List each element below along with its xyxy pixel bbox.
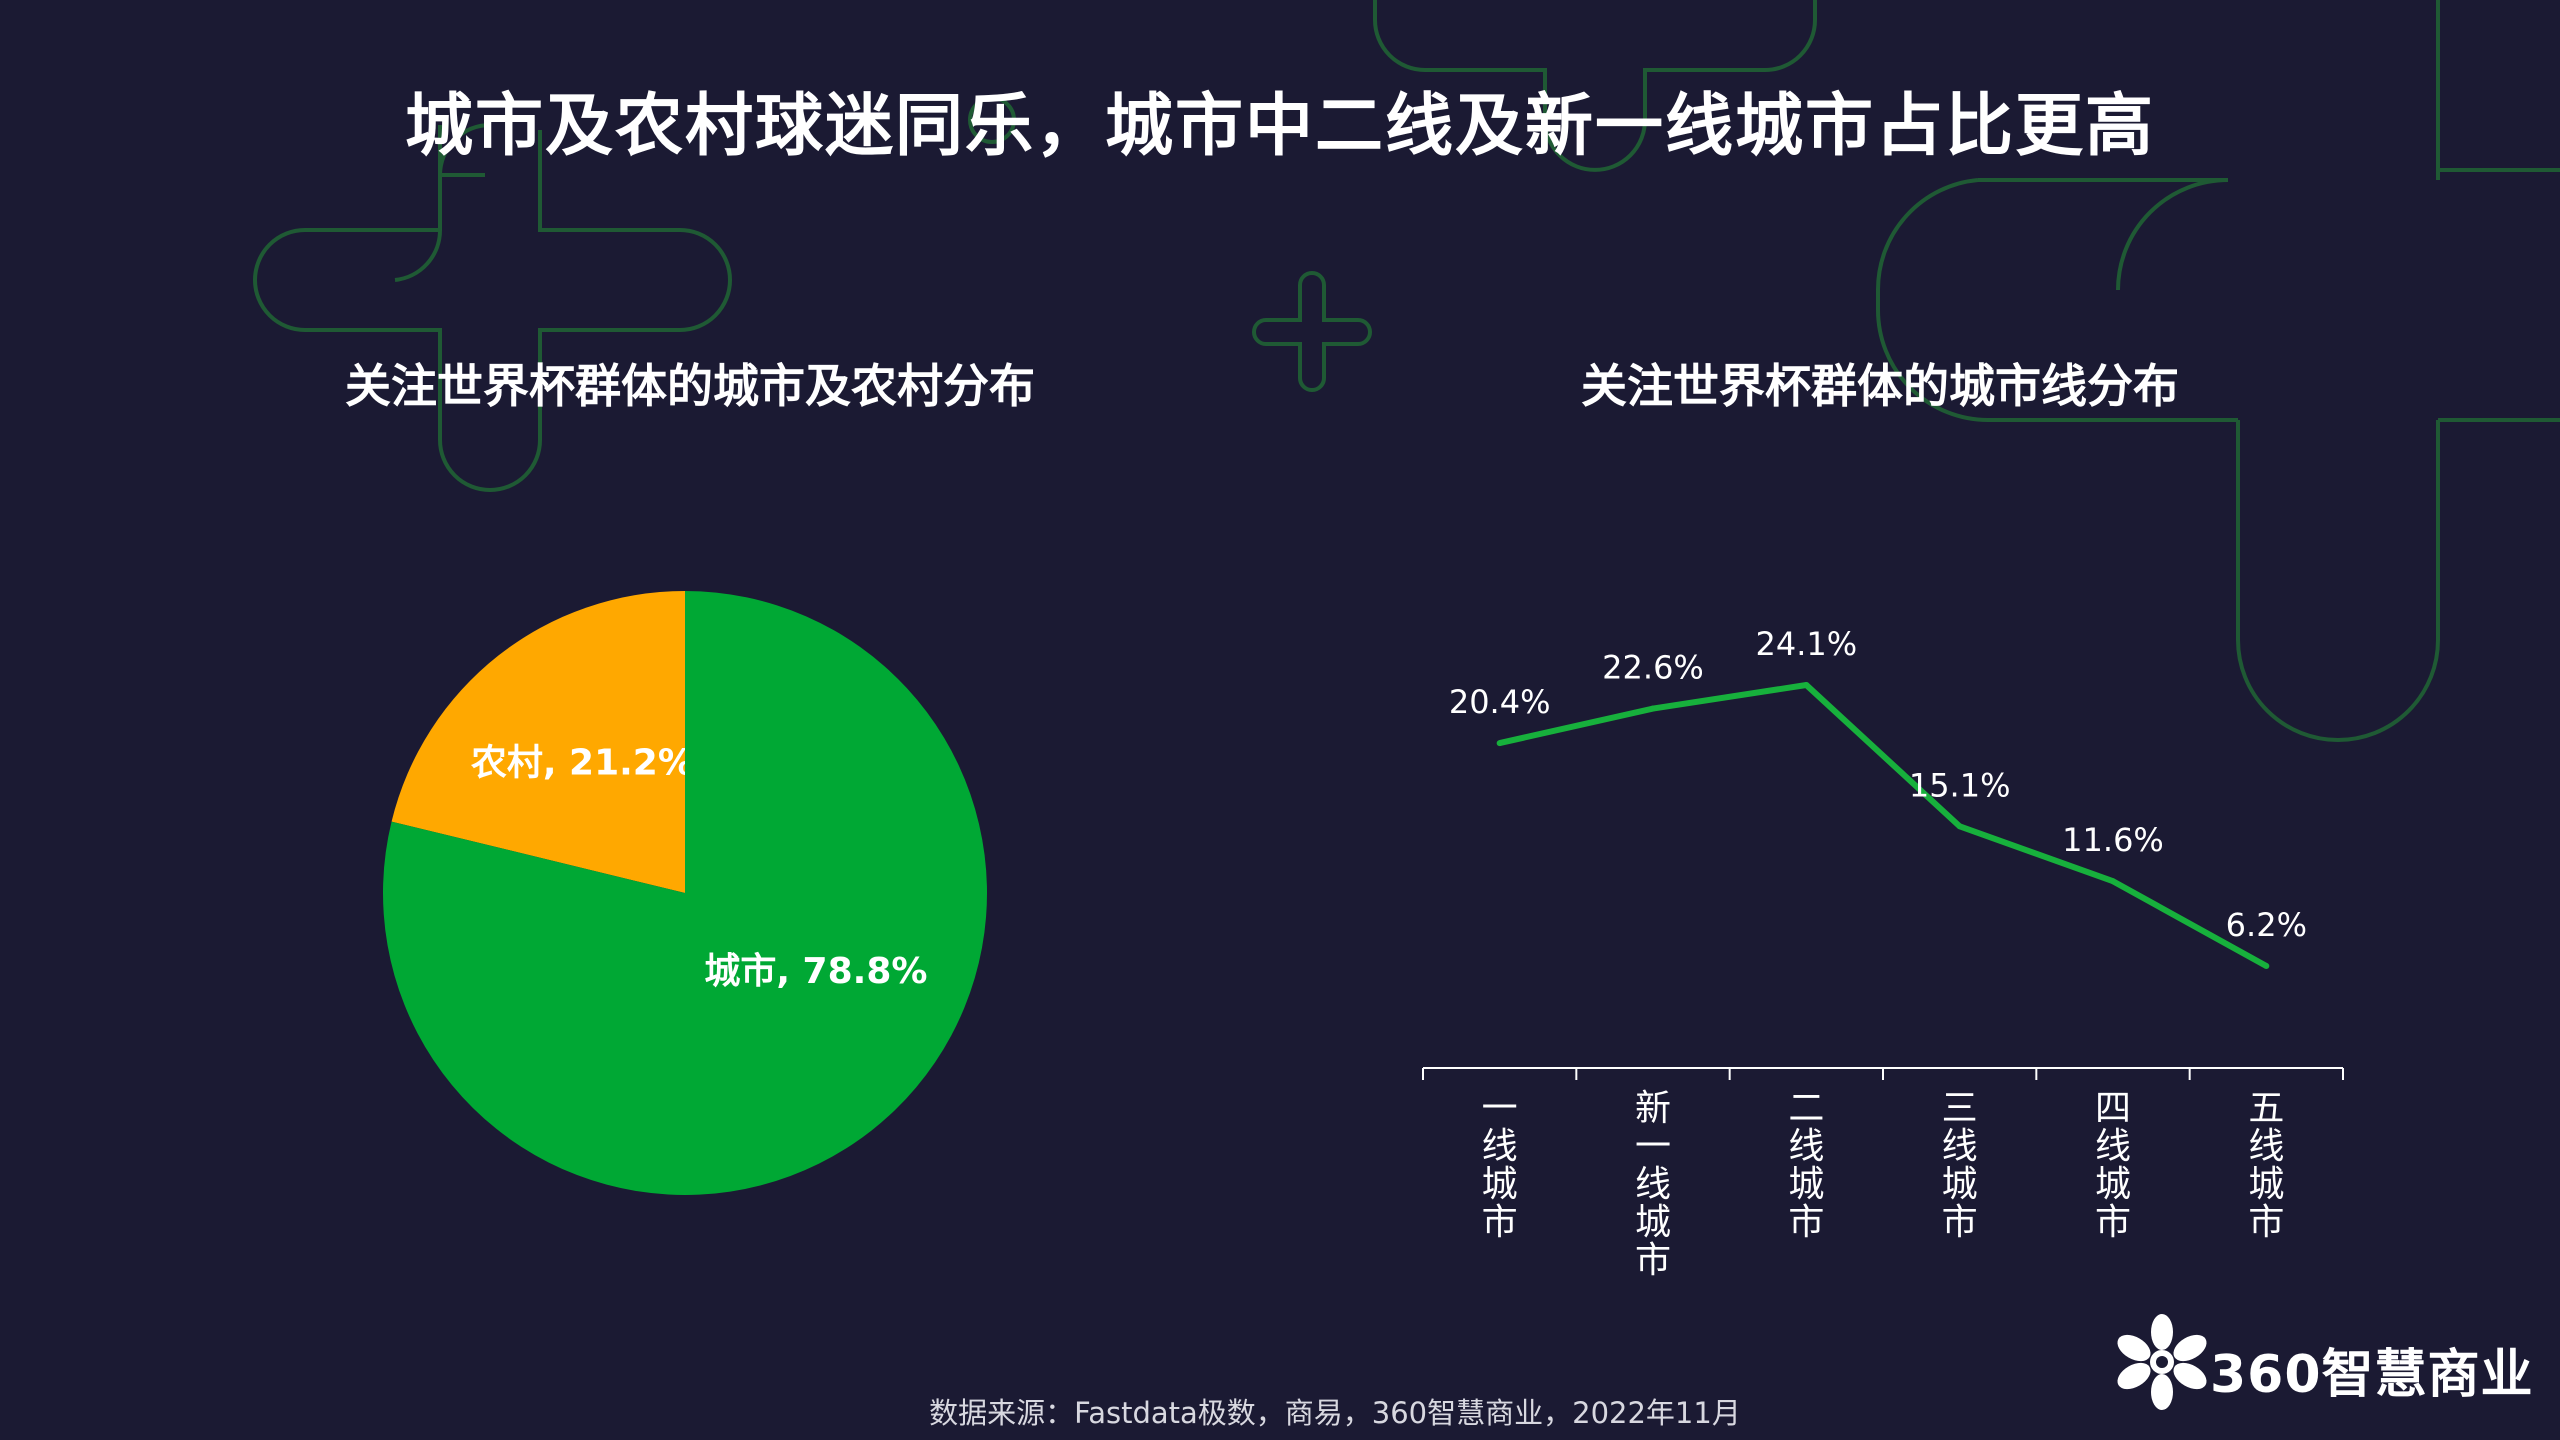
data-source-note: 数据来源：Fastdata极数，商易，360智慧商业，2022年11月 (929, 1396, 1741, 1430)
data-point (1956, 823, 1963, 830)
flower-logo-icon (2117, 1314, 2207, 1410)
brand-logo: 360智慧商业 (2112, 1312, 2542, 1412)
data-label: 11.6% (2062, 821, 2164, 859)
pie-slice-label-rural: 农村, 21.2% (471, 742, 694, 783)
arc-top-center (1373, 0, 1817, 172)
pie-slice-city (383, 591, 988, 1195)
data-label: 15.1% (1909, 766, 2011, 804)
data-point (1803, 682, 1810, 688)
x-axis-category-label: 新一线城市 (1634, 1088, 1671, 1281)
line-far-right (2436, 0, 2560, 172)
pie-slice-label-city: 城市, 78.8% (704, 951, 927, 992)
x-axis-category-label: 五线城市 (2248, 1088, 2285, 1243)
data-label: 22.6% (1602, 649, 1704, 687)
data-label: 20.4% (1449, 683, 1551, 721)
pie-chart-title: 关注世界杯群体的城市及农村分布 (345, 359, 1035, 413)
page-title: 城市及农村球迷同乐，城市中二线及新一线城市占比更高 (404, 87, 2155, 166)
data-point (1650, 705, 1656, 712)
series-line (1499, 682, 2268, 969)
data-point (2263, 963, 2270, 969)
data-point (1496, 740, 1503, 747)
data-label: 6.2% (2226, 906, 2307, 944)
x-axis-category-label: 三线城市 (1941, 1088, 1978, 1243)
line-chart-title: 关注世界杯群体的城市线分布 (1581, 359, 2179, 413)
pie-slice-rural (391, 591, 685, 893)
data-label: 24.1% (1756, 625, 1858, 663)
x-axis-category-label: 二线城市 (1788, 1088, 1825, 1243)
plus-shape-left (253, 123, 732, 492)
curve-right (1875, 0, 2560, 742)
x-axis-category-label: 一线城市 (1481, 1088, 1518, 1243)
brand-logo-text: 360智慧商业 (2210, 1345, 2534, 1405)
plus-shape-small (1252, 271, 1372, 392)
ring-shape (968, 96, 1017, 144)
x-axis-category-label: 四线城市 (2094, 1088, 2131, 1243)
data-point (2110, 878, 2116, 885)
